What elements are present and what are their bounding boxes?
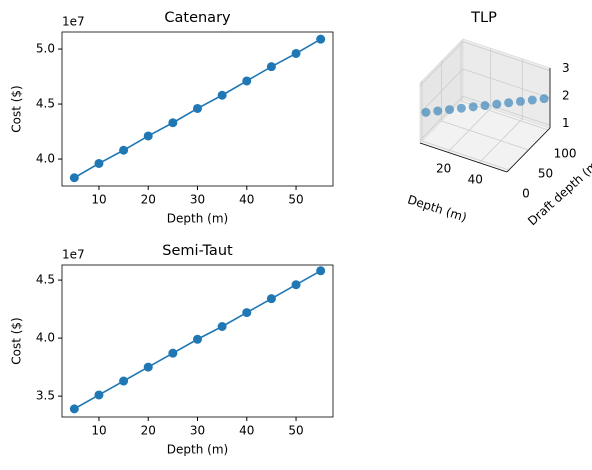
marker bbox=[242, 76, 252, 86]
grid-line bbox=[419, 68, 464, 114]
y-tick-label: 4.5 bbox=[36, 97, 55, 111]
marker bbox=[217, 90, 227, 100]
marker bbox=[143, 362, 153, 372]
offset-label: 1e7 bbox=[62, 15, 85, 29]
y-tick-label: 50 bbox=[538, 167, 553, 181]
marker bbox=[480, 101, 490, 110]
marker bbox=[421, 107, 431, 117]
grid-line bbox=[419, 41, 464, 87]
x-tick-label: 50 bbox=[288, 193, 303, 207]
marker bbox=[527, 95, 537, 105]
marker bbox=[266, 62, 276, 72]
y-tick-label: 0 bbox=[522, 187, 530, 201]
marker bbox=[492, 99, 502, 109]
marker bbox=[193, 103, 202, 113]
x-tick-label: 30 bbox=[190, 424, 205, 438]
z-tick-label: 1 bbox=[562, 116, 570, 130]
chart-title: Semi-Taut bbox=[162, 243, 233, 259]
marker bbox=[193, 334, 202, 344]
x-tick-label: 20 bbox=[141, 193, 156, 207]
marker bbox=[119, 376, 129, 386]
marker bbox=[69, 404, 79, 414]
axis-line bbox=[419, 142, 508, 173]
y-axis-label: Draft depth (m) bbox=[525, 155, 592, 228]
grid-line bbox=[462, 68, 551, 99]
grid-line bbox=[441, 120, 529, 151]
marker bbox=[291, 280, 301, 290]
y-tick-label: 4.0 bbox=[36, 331, 55, 345]
x-tick-label: 40 bbox=[239, 193, 254, 207]
x-axis-label: Depth (m) bbox=[167, 443, 228, 457]
x-tick-label: 40 bbox=[239, 424, 254, 438]
x-tick-label: 20 bbox=[436, 162, 451, 176]
y-tick-label: 5.0 bbox=[36, 42, 55, 56]
x-tick-label: 50 bbox=[288, 424, 303, 438]
marker bbox=[504, 98, 514, 108]
grid-line bbox=[419, 95, 464, 141]
marker bbox=[168, 118, 178, 128]
grid-line bbox=[462, 41, 551, 72]
marker bbox=[266, 294, 276, 304]
y-axis-label: Cost ($) bbox=[10, 85, 24, 133]
marker bbox=[445, 105, 455, 115]
marker bbox=[456, 103, 466, 113]
grid-line bbox=[462, 95, 551, 126]
marker bbox=[69, 173, 79, 183]
chart-title: TLP bbox=[470, 10, 497, 26]
x-axis-label: Depth (m) bbox=[167, 212, 228, 226]
marker bbox=[291, 48, 301, 58]
x-tick-label: 10 bbox=[91, 193, 106, 207]
marker bbox=[515, 96, 525, 106]
x-tick-label: 30 bbox=[190, 193, 205, 207]
x-tick-label: 20 bbox=[141, 424, 156, 438]
marker bbox=[168, 348, 178, 358]
marker bbox=[433, 106, 443, 116]
marker bbox=[539, 94, 549, 104]
y-tick-label: 100 bbox=[554, 147, 577, 161]
marker bbox=[468, 102, 478, 112]
axis-line bbox=[506, 127, 551, 173]
y-tick-label: 4.0 bbox=[36, 152, 55, 166]
x-tick-label: 40 bbox=[468, 172, 483, 186]
y-tick-label: 4.5 bbox=[36, 273, 55, 287]
x-axis-label: Depth (m) bbox=[406, 192, 469, 224]
chart-title: Catenary bbox=[164, 10, 231, 26]
marker bbox=[94, 390, 104, 400]
grid-line bbox=[421, 140, 510, 171]
offset-label: 1e7 bbox=[62, 248, 85, 262]
y-axis-label: Cost ($) bbox=[10, 317, 24, 365]
marker bbox=[217, 321, 227, 331]
x-tick-label: 10 bbox=[91, 424, 106, 438]
marker bbox=[143, 131, 153, 141]
marker bbox=[316, 266, 326, 276]
y-tick-label: 3.5 bbox=[36, 389, 55, 403]
z-tick-label: 2 bbox=[562, 89, 570, 103]
z-tick-label: 3 bbox=[562, 61, 570, 75]
marker bbox=[316, 34, 326, 44]
marker bbox=[94, 158, 104, 168]
marker bbox=[119, 145, 129, 155]
marker bbox=[242, 308, 252, 318]
